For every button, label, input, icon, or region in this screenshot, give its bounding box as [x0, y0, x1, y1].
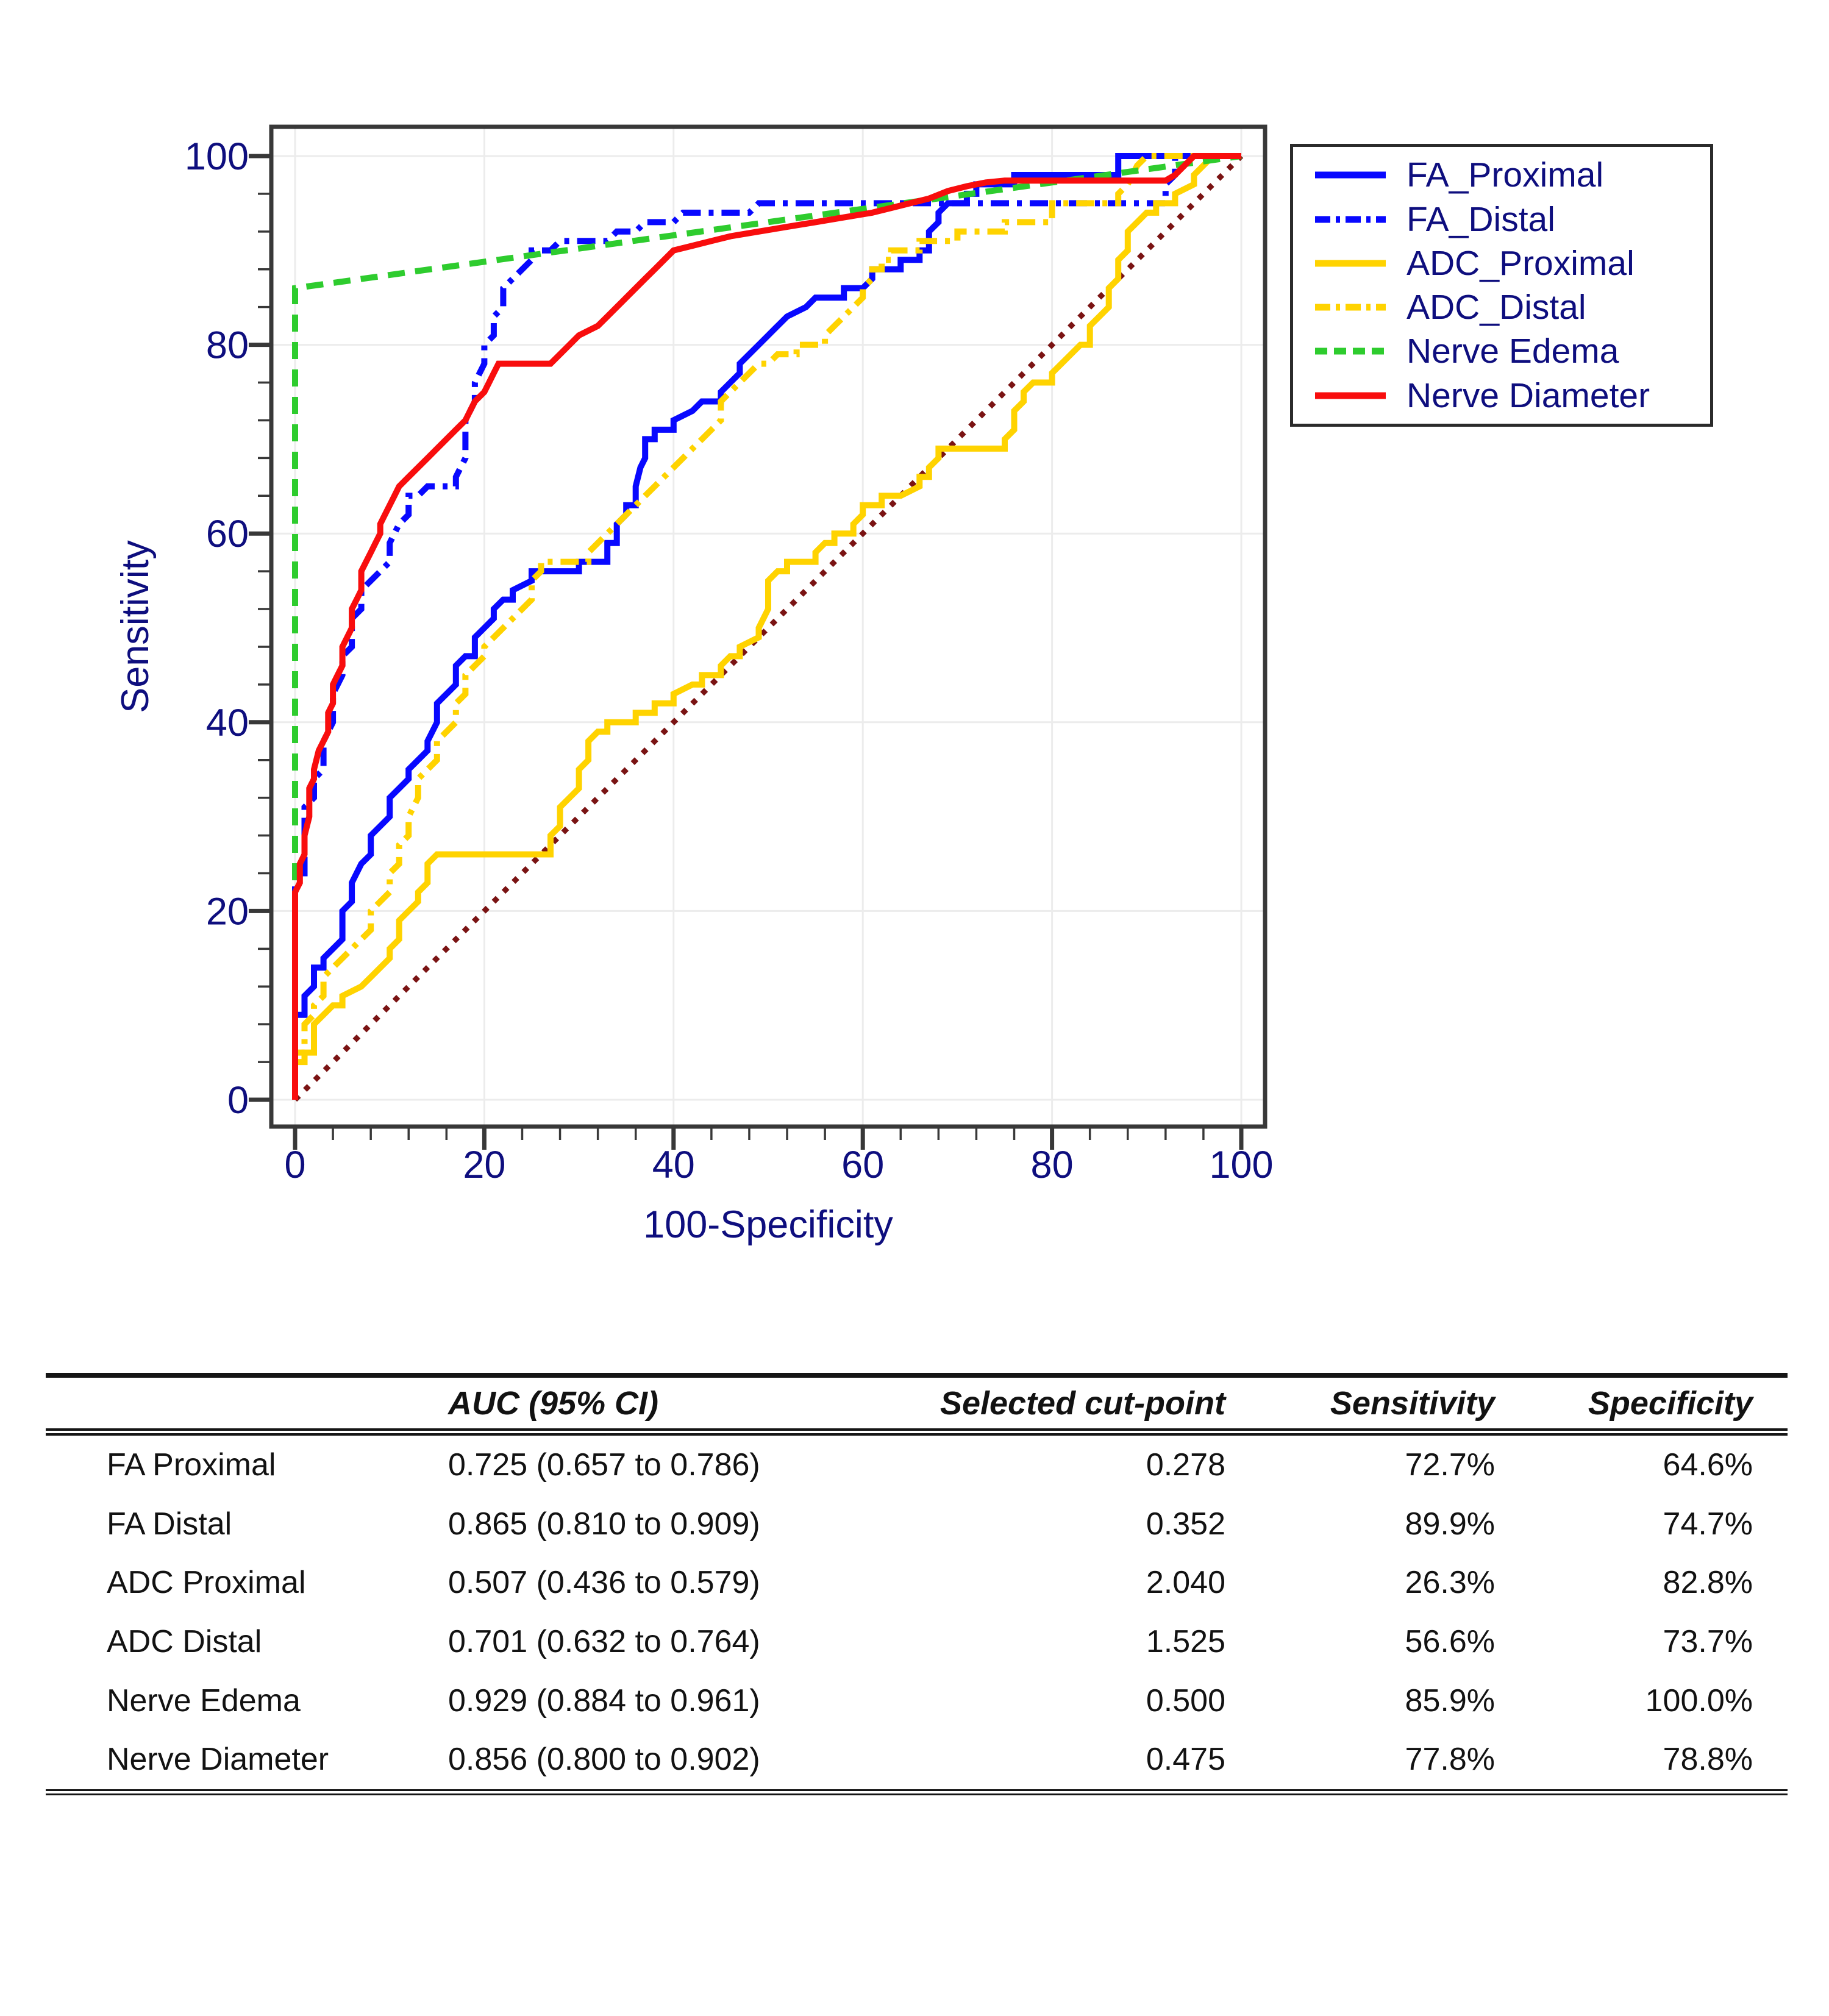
cell-label: FA Proximal	[107, 1447, 276, 1483]
curve-layer	[292, 153, 1244, 1102]
legend-label: FA_Proximal	[1407, 155, 1604, 195]
roc-curve-adc-proximal	[292, 153, 1241, 1100]
roc-curve-nerve-diameter	[292, 153, 1241, 1100]
table-row-adc-distal: ADC Distal 0.701 (0.632 to 0.764) 1.525 56.…	[46, 1612, 1788, 1672]
legend-line-sample	[1315, 388, 1386, 403]
tick-layer	[249, 154, 1244, 1150]
table-header-row: AUC (95% CI) Selected cut-point Sensitivit…	[46, 1378, 1788, 1436]
y-tick-label: 60	[206, 513, 249, 555]
cell-specificity: 82.8%	[1663, 1565, 1753, 1601]
cell-sensitivity: 72.7%	[1405, 1447, 1495, 1483]
cell-sensitivity: 89.9%	[1405, 1506, 1495, 1542]
y-tick-label: 80	[206, 324, 249, 367]
cell-auc: 0.865 (0.810 to 0.909)	[448, 1506, 760, 1542]
legend-label: ADC_Distal	[1407, 288, 1586, 327]
cell-auc: 0.725 (0.657 to 0.786)	[448, 1447, 760, 1483]
cell-label: Nerve Edema	[107, 1683, 301, 1719]
legend-line-sample	[1315, 300, 1386, 315]
cell-sensitivity: 85.9%	[1405, 1683, 1495, 1719]
y-tick-label: 0	[227, 1079, 249, 1122]
x-tick-label: 20	[463, 1144, 505, 1186]
cell-sensitivity: 56.6%	[1405, 1624, 1495, 1660]
legend-line-sample	[1315, 168, 1386, 182]
plot-frame	[269, 124, 1267, 1129]
legend-item-adc-proximal: ADC_Proximal	[1315, 241, 1710, 285]
cell-cut-point: 0.352	[1146, 1506, 1225, 1542]
cell-sensitivity: 26.3%	[1405, 1565, 1495, 1601]
x-tick-label: 80	[1031, 1144, 1074, 1186]
cell-specificity: 100.0%	[1645, 1683, 1753, 1719]
table-row-adc-proximal: ADC Proximal 0.507 (0.436 to 0.579) 2.040 2…	[46, 1553, 1788, 1612]
cell-cut-point: 0.475	[1146, 1742, 1225, 1778]
cell-auc: 0.856 (0.800 to 0.902)	[448, 1742, 760, 1778]
tick-label-layer: 0 20 40 60 80 100 0 20 40 60 80 100	[185, 135, 1274, 1186]
cell-cut-point: 2.040	[1146, 1565, 1225, 1601]
y-tick-label: 40	[206, 702, 249, 744]
legend-item-nerve-edema: Nerve Edema	[1315, 329, 1710, 373]
legend-line-sample	[1315, 344, 1386, 358]
x-tick-label: 60	[841, 1144, 884, 1186]
y-tick-label: 100	[185, 135, 249, 178]
roc-curve-adc-distal	[292, 153, 1241, 1100]
plot-border	[269, 124, 1267, 1129]
table-row-nerve-edema: Nerve Edema 0.929 (0.884 to 0.961) 0.500 85…	[46, 1671, 1788, 1730]
x-tick-label: 0	[284, 1144, 305, 1186]
x-tick-label: 40	[652, 1144, 695, 1186]
cell-specificity: 64.6%	[1663, 1447, 1753, 1483]
cell-auc: 0.507 (0.436 to 0.579)	[448, 1565, 760, 1601]
cell-specificity: 73.7%	[1663, 1624, 1753, 1660]
cell-label: ADC Proximal	[107, 1565, 306, 1601]
x-axis-title: 100-Specificity	[643, 1203, 893, 1246]
y-axis-title: Sensitivity	[114, 540, 157, 713]
legend-line-sample	[1315, 256, 1386, 271]
x-tick-label: 100	[1209, 1144, 1273, 1186]
legend-box: FA_Proximal FA_Distal ADC_Proximal ADC_Dist…	[1290, 144, 1713, 427]
legend-item-adc-distal: ADC_Distal	[1315, 285, 1710, 329]
legend-line-sample	[1315, 212, 1386, 227]
header-cut-point: Selected cut-point	[939, 1384, 1225, 1422]
table-row-fa-distal: FA Distal 0.865 (0.810 to 0.909) 0.352 89.9…	[46, 1495, 1788, 1554]
cell-auc: 0.701 (0.632 to 0.764)	[448, 1624, 760, 1660]
header-sensitivity: Sensitivity	[1330, 1384, 1495, 1422]
y-tick-label: 20	[206, 890, 249, 933]
cell-sensitivity: 77.8%	[1405, 1742, 1495, 1778]
cell-auc: 0.929 (0.884 to 0.961)	[448, 1683, 760, 1719]
cell-cut-point: 1.525	[1146, 1624, 1225, 1660]
stats-table: AUC (95% CI) Selected cut-point Sensitivit…	[46, 1373, 1788, 1795]
header-auc: AUC (95% CI)	[448, 1384, 659, 1422]
legend-item-fa-distal: FA_Distal	[1315, 197, 1710, 241]
cell-cut-point: 0.278	[1146, 1447, 1225, 1483]
legend-label: FA_Distal	[1407, 199, 1555, 239]
roc-curve-chart: 0 20 40 60 80 100 0 20 40 60 80 100 100-Specificity…	[114, 124, 1274, 1246]
roc-curve-nerve-edema	[292, 153, 1242, 1100]
legend-item-fa-proximal: FA_Proximal	[1315, 153, 1710, 197]
table-row-nerve-diameter: Nerve Diameter 0.856 (0.800 to 0.902) 0.47…	[46, 1730, 1788, 1789]
cell-cut-point: 0.500	[1146, 1683, 1225, 1719]
reference-diagonal	[293, 154, 1244, 1102]
legend-label: Nerve Diameter	[1407, 376, 1650, 415]
legend-label: Nerve Edema	[1407, 332, 1619, 371]
cell-label: FA Distal	[107, 1506, 232, 1542]
cell-label: Nerve Diameter	[107, 1742, 329, 1778]
cell-specificity: 74.7%	[1663, 1506, 1753, 1542]
table-row-fa-proximal: FA Proximal 0.725 (0.657 to 0.786) 0.278 72…	[46, 1436, 1788, 1495]
legend-item-nerve-diameter: Nerve Diameter	[1315, 374, 1710, 418]
grid-layer	[273, 129, 1263, 1125]
cell-specificity: 78.8%	[1663, 1742, 1753, 1778]
cell-label: ADC Distal	[107, 1624, 262, 1660]
legend-label: ADC_Proximal	[1407, 243, 1635, 283]
header-specificity: Specificity	[1588, 1384, 1753, 1422]
